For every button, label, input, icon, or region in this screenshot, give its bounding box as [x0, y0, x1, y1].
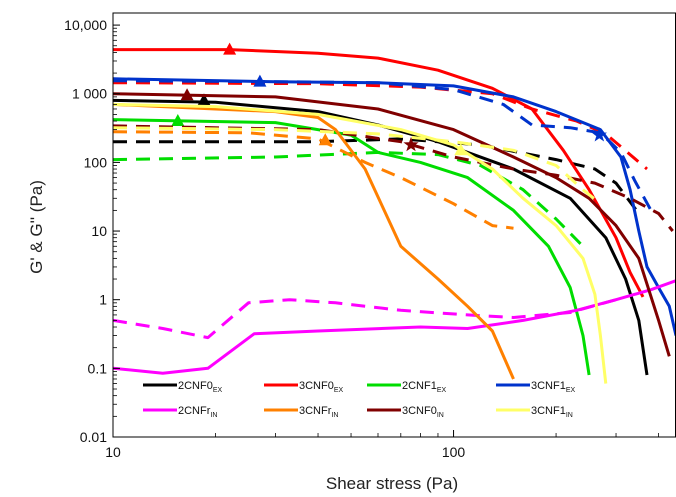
series-line-2cnfrin-loss	[113, 298, 617, 340]
legend-label: 3CNF1EX	[531, 380, 576, 394]
legend: 2CNF0EX 3CNF0EX 2CNF1EX 3CNF1EX 2CNFrIN 3CNFr…	[143, 380, 576, 419]
series-line-3cnf0in-storage	[113, 92, 671, 357]
legend-label: 2CNF1EX	[402, 380, 447, 394]
legend-entry: 2CNFrIN	[143, 405, 217, 419]
legend-label: 3CNF0EX	[299, 380, 344, 394]
legend-entry: 3CNFrIN	[264, 405, 338, 419]
x-tick-label: 10	[105, 444, 121, 460]
legend-entry: 3CNF1EX	[496, 380, 576, 394]
y-axis-label: G' & G'' (Pa)	[27, 180, 46, 274]
legend-label: 2CNFrIN	[178, 405, 217, 419]
series-line-3cnf1ex-storage	[113, 77, 676, 336]
legend-label: 2CNF0EX	[178, 380, 223, 394]
legend-entry: 2CNF1EX	[367, 380, 447, 394]
marker-triangle-3cnf1in-storage	[454, 143, 468, 156]
series-line-3cnf1in-loss	[113, 126, 602, 205]
legend-label: 3CNF0IN	[402, 405, 444, 419]
series-line-2cnf0ex-loss	[113, 137, 640, 215]
x-axis-label: Shear stress (Pa)	[326, 474, 458, 493]
marker-triangle-3cnf0ex-storage	[223, 42, 237, 55]
series-line-3cnf1ex-loss	[113, 79, 653, 212]
y-tick-label: 10,000	[64, 17, 107, 33]
marker-triangle-3cnf0in-storage	[180, 88, 194, 101]
legend-entry: 3CNF0EX	[264, 380, 344, 394]
series-line-3cnf0ex-storage	[113, 48, 645, 298]
series-line-3cnf1in-storage	[113, 102, 608, 384]
series-layer	[113, 42, 676, 384]
legend-entry: 3CNF1IN	[496, 405, 573, 419]
y-tick-label: 10	[91, 223, 107, 239]
y-tick-label: 100	[84, 154, 108, 170]
x-tick-label: 100	[442, 444, 466, 460]
series-line-3cnf0in-loss	[113, 124, 674, 232]
marker-star-3cnf1ex-loss	[591, 127, 607, 142]
legend-label: 3CNF1IN	[531, 405, 573, 419]
legend-entry: 2CNF0EX	[143, 380, 223, 394]
marker-triangle-2cnf1ex-storage	[171, 114, 185, 127]
legend-label: 3CNFrIN	[299, 405, 338, 419]
ticks-layer: 0.01 0.1 1 10 100 1 000 10,000 10 100	[64, 17, 659, 460]
series-line-3cnfrin-loss	[113, 130, 514, 230]
y-tick-label: 0.1	[88, 360, 108, 376]
y-tick-label: 0.01	[80, 429, 107, 445]
plot-frame	[112, 12, 676, 438]
marker-star-3cnf0in-loss	[403, 136, 419, 152]
series-line-2cnfrin-storage	[113, 279, 676, 375]
y-tick-label: 1	[99, 292, 107, 308]
marker-triangle-2cnf0ex-storage	[197, 93, 211, 106]
legend-entry: 3CNF0IN	[367, 405, 444, 419]
series-line-3cnf0ex-loss	[113, 81, 648, 171]
series-line-2cnf1ex-loss	[113, 150, 585, 248]
y-tick-label: 1 000	[72, 86, 107, 102]
